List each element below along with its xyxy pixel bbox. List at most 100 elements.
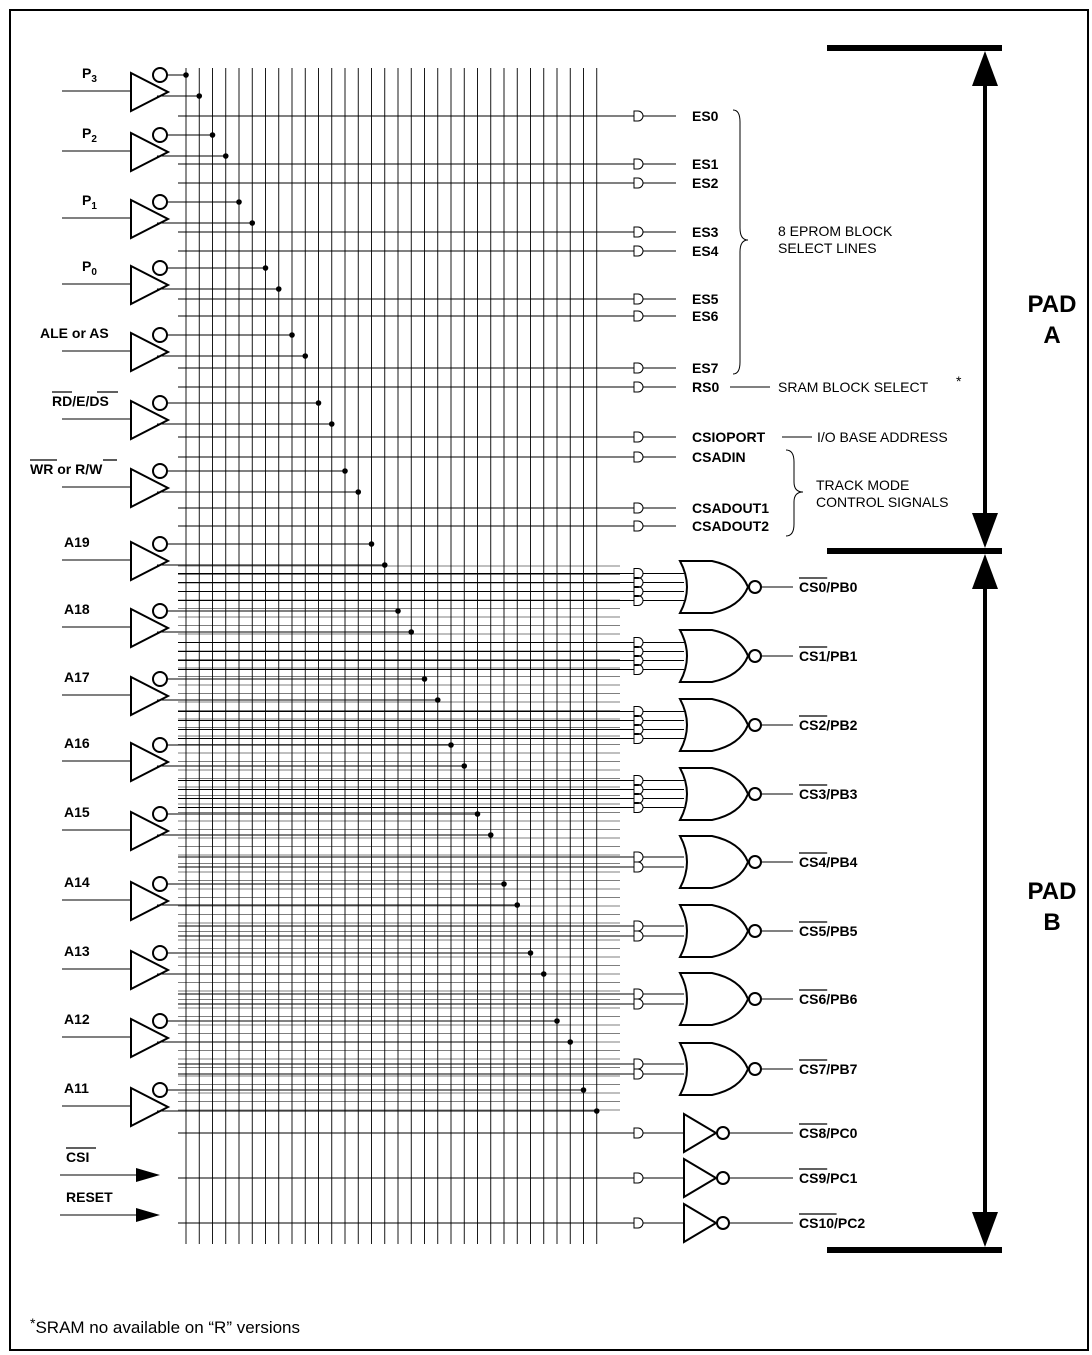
nand-gate-icon xyxy=(678,835,750,889)
buffer-icon xyxy=(130,810,171,852)
nand-gate-icon xyxy=(678,904,750,958)
input-label-base: P xyxy=(82,65,91,81)
and-term-icon xyxy=(633,451,644,463)
pad-a-output: ES2 xyxy=(633,175,719,191)
pad-b-output-label: CS3/PB3 xyxy=(799,786,858,802)
pad-a-output: CSADOUT2 xyxy=(633,518,769,534)
footnote: *SRAM no available on “R” versions xyxy=(30,1315,300,1337)
sram-annotation: SRAM BLOCK SELECT xyxy=(778,379,929,395)
and-term-icon xyxy=(633,502,644,514)
input-driver: A16 xyxy=(62,735,468,783)
input-driver: A12 xyxy=(62,1011,574,1059)
and-term-icon xyxy=(633,577,644,588)
pad-b-output-label: CS0/PB0 xyxy=(799,579,858,595)
pad-c-inverter-output: CS9/PC1 xyxy=(633,1157,858,1199)
arrow-icon xyxy=(136,1208,160,1222)
and-term-icon xyxy=(633,793,644,804)
track-annotation-line1: TRACK MODE xyxy=(816,477,909,493)
port-name: /PC2 xyxy=(834,1215,865,1231)
junction-dot xyxy=(328,421,335,427)
junction-dot xyxy=(580,1087,587,1093)
junction-dot xyxy=(434,697,441,703)
buffer-icon xyxy=(130,880,171,922)
and-term-icon xyxy=(633,733,644,744)
input-label: WR or R/W xyxy=(30,461,103,477)
pad-b-output-label: CS6/PB6 xyxy=(799,991,858,1007)
and-term-icon xyxy=(633,1172,644,1184)
buffer-icon xyxy=(130,399,171,441)
eprom-annotation-line1: 8 EPROM BLOCK xyxy=(778,223,893,239)
input-label-base: P xyxy=(82,125,91,141)
track-brace xyxy=(785,449,804,537)
junction-dot xyxy=(275,286,282,292)
input-label-subscript: 1 xyxy=(91,201,97,212)
inverter-bubble-icon xyxy=(748,649,762,663)
port-name: /PB5 xyxy=(826,923,857,939)
and-term-icon xyxy=(633,998,644,1010)
pad-a-output-label: RS0 xyxy=(692,379,719,395)
input-driver: RD/E/DS xyxy=(52,391,335,441)
inverter-bubble-icon xyxy=(152,127,168,143)
pad-a-output: ES6 xyxy=(633,308,719,324)
inverter-bubble-icon xyxy=(716,1216,730,1230)
input-label: A15 xyxy=(64,804,90,820)
inverter-bubble-icon xyxy=(152,945,168,961)
input-label: P2 xyxy=(82,125,97,145)
and-term-icon xyxy=(633,1127,644,1139)
pad-b-nand-output: CS4/PB4 xyxy=(633,835,858,889)
and-term-icon xyxy=(633,664,644,675)
arrow-icon xyxy=(136,1168,160,1182)
port-name: /PB4 xyxy=(826,854,857,870)
pad-b-output-label: CS1/PB1 xyxy=(799,648,858,664)
pad-c-inverter-output: CS8/PC0 xyxy=(633,1112,858,1154)
direct-input: RESET xyxy=(60,1189,160,1222)
pad-b-nand-output: CS5/PB5 xyxy=(633,904,858,958)
chip-select-name: CS10 xyxy=(799,1215,834,1231)
buffer-icon xyxy=(130,675,171,717)
junction-dot xyxy=(540,971,547,977)
pad-c-output-label: CS10/PC2 xyxy=(799,1215,865,1231)
chip-select-name: CS8 xyxy=(799,1125,826,1141)
port-name: /PC1 xyxy=(826,1170,857,1186)
pad-a-arrow-down-icon xyxy=(972,513,998,548)
junction-dot xyxy=(196,93,203,99)
inverter-bubble-icon xyxy=(152,671,168,687)
pad-a-output-label: ES2 xyxy=(692,175,719,191)
junction-dot xyxy=(567,1039,574,1045)
port-name: /PB0 xyxy=(826,579,857,595)
pad-a-output-label: ES7 xyxy=(692,360,719,376)
inverter-bubble-icon xyxy=(152,737,168,753)
chip-select-name: CS1 xyxy=(799,648,826,664)
and-term-icon xyxy=(633,595,644,606)
and-term-icon xyxy=(633,568,644,579)
port-name: /PB3 xyxy=(826,786,857,802)
and-term-icon xyxy=(633,724,644,735)
pad-a-arrow-up-icon xyxy=(972,51,998,86)
inverter-bubble-icon xyxy=(152,876,168,892)
pad-a-output: RS0 xyxy=(633,379,719,395)
buffer-icon xyxy=(130,131,171,173)
diagram-border xyxy=(9,9,1089,1351)
input-label: RD/E/DS xyxy=(52,393,109,409)
pad-a-label-line1: PAD xyxy=(1028,291,1077,318)
inverter-bubble-icon xyxy=(152,806,168,822)
and-term-icon xyxy=(633,177,644,189)
pad-a-output: CSADIN xyxy=(633,449,746,465)
junction-dot xyxy=(368,541,375,547)
junction-dot xyxy=(315,400,322,406)
eprom-annotation-line2: SELECT LINES xyxy=(778,240,877,256)
junction-dot xyxy=(222,153,229,159)
and-term-icon xyxy=(633,1068,644,1080)
junction-dot xyxy=(289,332,295,338)
buffer-icon xyxy=(130,1017,171,1059)
buffer-icon xyxy=(130,607,171,649)
buffer-icon xyxy=(130,949,171,991)
and-term-icon xyxy=(633,293,644,305)
buffer-icon xyxy=(130,741,171,783)
and-term-icon xyxy=(633,802,644,813)
port-name: /PB2 xyxy=(826,717,857,733)
io-annotation: I/O BASE ADDRESS xyxy=(817,429,948,445)
input-driver: A11 xyxy=(62,1080,600,1128)
pad-b-nand-output: CS7/PB7 xyxy=(633,1042,858,1096)
buffer-icon xyxy=(130,264,171,306)
